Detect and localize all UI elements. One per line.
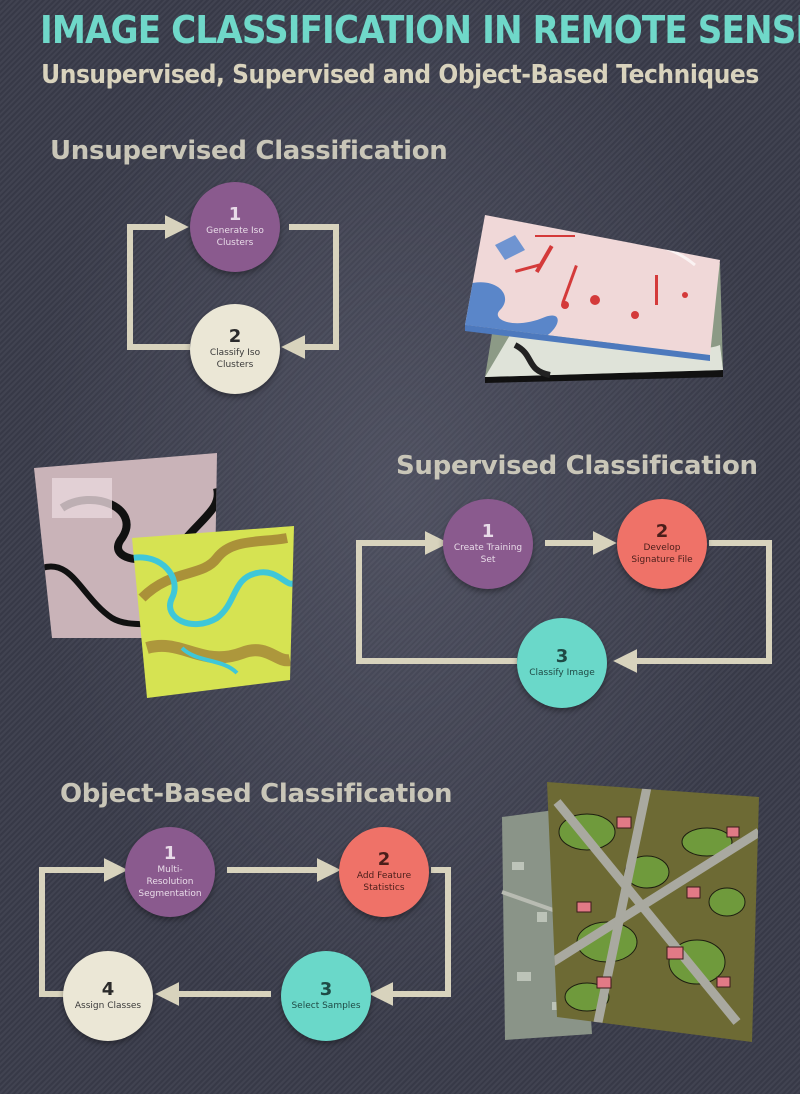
unsupervised-title: Unsupervised Classification [50,136,448,166]
step-label: Multi-Resolution Segmentation [138,865,202,899]
obj-step-2: 2 Add Feature Statistics [339,827,429,917]
object-based-title: Object-Based Classification [60,779,453,809]
step-number: 2 [228,326,242,347]
sup-arrow-2-3 [613,540,772,673]
step-label: Classify Iso Clusters [209,348,261,370]
step-label: Create Training Set [453,543,523,565]
step-label: Add Feature Statistics [356,871,412,893]
obj-step-4: 4 Assign Classes [63,951,153,1041]
step-number: 4 [101,979,115,1000]
object-based-image [501,782,759,1042]
obj-arrow-2-3 [369,867,451,1006]
step-label: Classify Image [529,668,595,678]
step-number: 2 [655,521,669,542]
step-label: Generate Iso Clusters [206,226,264,248]
supervised-title: Supervised Classification [396,451,758,481]
step-number: 1 [163,843,177,864]
obj-step-3: 3 Select Samples [281,951,371,1041]
obj-step-1: 1 Multi-Resolution Segmentation [125,827,215,917]
unsup-arrow-right [281,224,339,359]
step-label: Develop Signature File [631,543,693,565]
subtitle: Unsupervised, Supervised and Object-Base… [41,60,759,90]
step-number: 2 [377,849,391,870]
step-label: Select Samples [291,1001,361,1011]
sup-arrow-3-1 [356,531,517,664]
sup-step-3: 3 Classify Image [517,618,607,708]
step-number: 3 [319,979,333,1000]
supervised-image [34,453,294,698]
step-number: 1 [481,521,495,542]
step-number: 3 [555,646,569,667]
unsup-step-1: 1 Generate Iso Clusters [190,182,280,272]
main-title: IMAGE CLASSIFICATION IN REMOTE SENSING [40,8,800,52]
step-number: 1 [228,204,242,225]
sup-step-2: 2 Develop Signature File [617,499,707,589]
unsup-step-2: 2 Classify Iso Clusters [190,304,280,394]
obj-arrow-4-1 [39,858,128,997]
unsup-arrow-left [127,215,190,350]
unsupervised-image [465,215,723,383]
step-label: Assign Classes [74,1001,142,1011]
sup-step-1: 1 Create Training Set [443,499,533,589]
